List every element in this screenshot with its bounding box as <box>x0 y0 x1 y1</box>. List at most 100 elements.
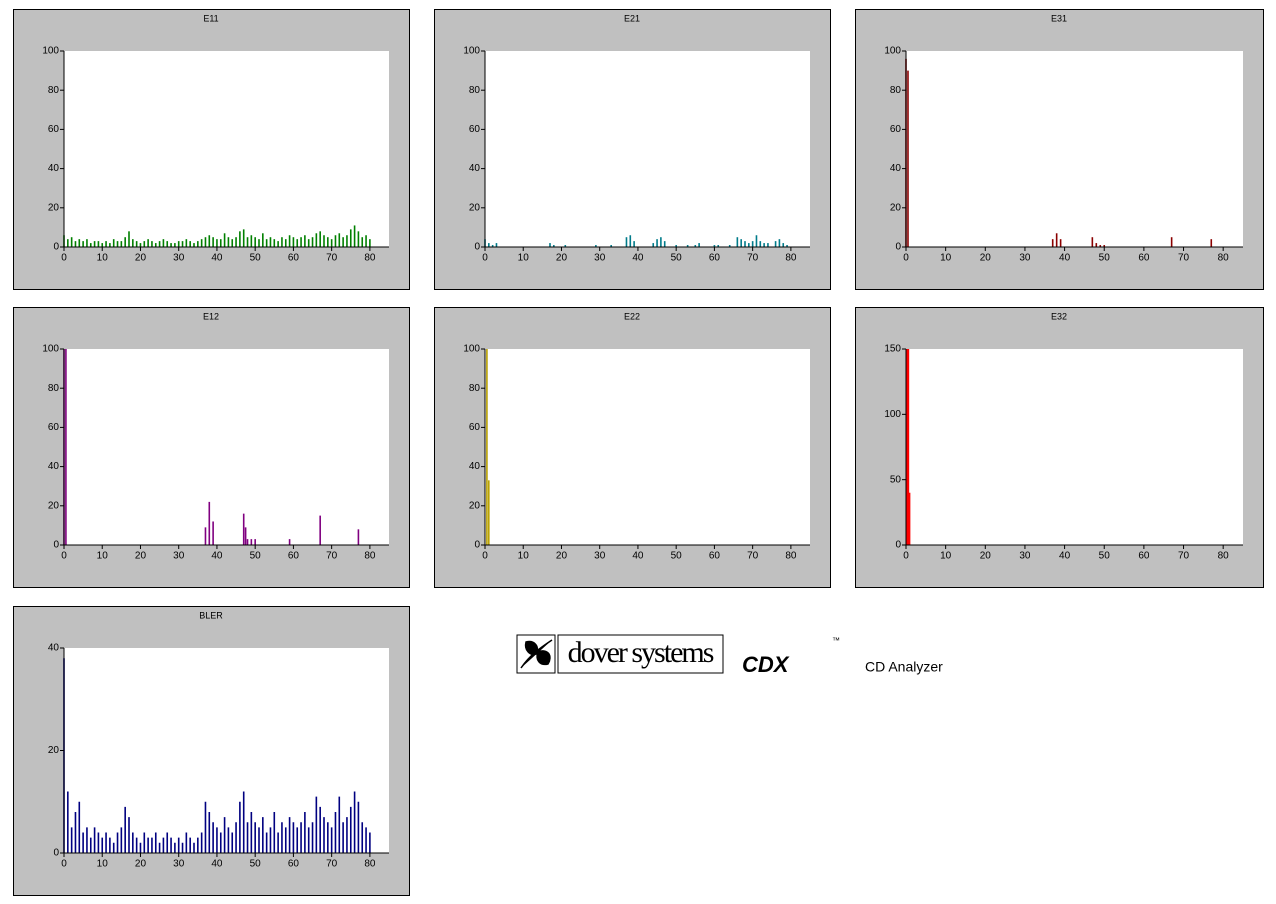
y-tick-label: 40 <box>890 163 902 174</box>
bar <box>97 832 100 853</box>
bar <box>204 237 207 247</box>
bar <box>767 243 769 247</box>
bar <box>281 237 283 247</box>
bar <box>338 233 341 247</box>
bar <box>227 827 230 853</box>
bar <box>177 837 180 853</box>
bar <box>1091 237 1094 247</box>
bar <box>357 231 360 247</box>
bar <box>135 241 138 247</box>
bar <box>101 837 104 853</box>
bar <box>174 243 176 247</box>
bar <box>365 827 367 853</box>
bar <box>70 237 73 247</box>
plot-area <box>64 648 389 853</box>
bar <box>736 237 739 247</box>
bar <box>663 241 666 247</box>
y-tick-label: 40 <box>48 643 60 654</box>
bar <box>906 349 908 545</box>
bar <box>200 832 203 853</box>
bar <box>1103 245 1106 247</box>
x-tick-label: 70 <box>326 859 338 870</box>
y-tick-label: 80 <box>48 85 60 96</box>
bar <box>162 239 165 247</box>
bar <box>307 827 310 853</box>
x-tick-label: 80 <box>785 253 797 264</box>
x-tick-label: 50 <box>671 551 683 562</box>
bar <box>151 837 153 853</box>
bar <box>67 791 69 853</box>
bar <box>242 229 245 247</box>
bar <box>254 539 256 545</box>
bar <box>907 349 910 545</box>
x-tick-label: 30 <box>173 859 185 870</box>
bar <box>491 245 494 247</box>
bar <box>488 480 490 545</box>
bar <box>633 241 635 247</box>
y-tick-label: 0 <box>53 540 59 551</box>
x-tick-label: 80 <box>364 253 376 264</box>
chart-title: E12 <box>203 311 219 321</box>
bar <box>300 822 302 853</box>
bar <box>135 837 138 853</box>
y-tick-label: 20 <box>469 500 481 511</box>
bar <box>338 796 341 853</box>
bar <box>365 235 367 247</box>
y-tick-label: 0 <box>895 540 901 551</box>
bar <box>778 239 781 247</box>
bar <box>223 817 226 853</box>
bar <box>334 235 337 247</box>
x-tick-label: 0 <box>61 253 67 264</box>
bar <box>327 237 329 247</box>
bar <box>629 235 632 247</box>
y-tick-label: 80 <box>469 85 481 96</box>
x-tick-label: 20 <box>980 551 992 562</box>
y-tick-label: 20 <box>890 202 902 213</box>
y-tick-label: 40 <box>48 163 60 174</box>
bar <box>193 243 195 247</box>
bar <box>89 243 92 247</box>
bar <box>265 239 268 247</box>
bar <box>216 827 218 853</box>
bar <box>759 241 762 247</box>
bar <box>197 837 199 853</box>
bar <box>242 513 245 545</box>
x-tick-label: 60 <box>1138 551 1150 562</box>
bar <box>109 243 111 247</box>
x-tick-label: 50 <box>671 253 683 264</box>
bar <box>139 842 142 853</box>
x-tick-label: 20 <box>556 253 568 264</box>
bar <box>748 243 750 247</box>
bar <box>204 527 207 545</box>
bar <box>357 529 360 545</box>
bar <box>174 842 176 853</box>
chart-panel: E12 0 20 40 60 80 100 0 10 20 30 40 50 60 70 80 <box>13 307 410 588</box>
y-tick-label: 0 <box>53 848 59 859</box>
x-tick-label: 20 <box>135 859 147 870</box>
bar <box>170 837 172 853</box>
x-tick-label: 10 <box>97 551 109 562</box>
bar <box>296 239 299 247</box>
bar <box>246 822 249 853</box>
bar <box>755 235 758 247</box>
bar <box>751 241 754 247</box>
bar <box>197 241 199 247</box>
bar <box>610 245 612 247</box>
bar <box>177 241 180 247</box>
bar <box>774 241 777 247</box>
bar <box>1059 239 1062 247</box>
bar <box>346 817 348 853</box>
bar <box>342 822 344 853</box>
y-tick-label: 100 <box>42 344 59 355</box>
bar <box>488 243 490 247</box>
x-tick-label: 10 <box>518 551 530 562</box>
x-tick-label: 60 <box>709 551 721 562</box>
bar <box>116 241 119 247</box>
bar <box>143 241 146 247</box>
x-tick-label: 30 <box>594 253 606 264</box>
chart-panel: E22 0 20 40 60 80 100 0 10 20 30 40 50 60 70 80 <box>434 307 831 588</box>
bar <box>595 245 597 247</box>
x-tick-label: 10 <box>940 253 952 264</box>
bar <box>185 239 188 247</box>
x-tick-label: 70 <box>326 551 338 562</box>
